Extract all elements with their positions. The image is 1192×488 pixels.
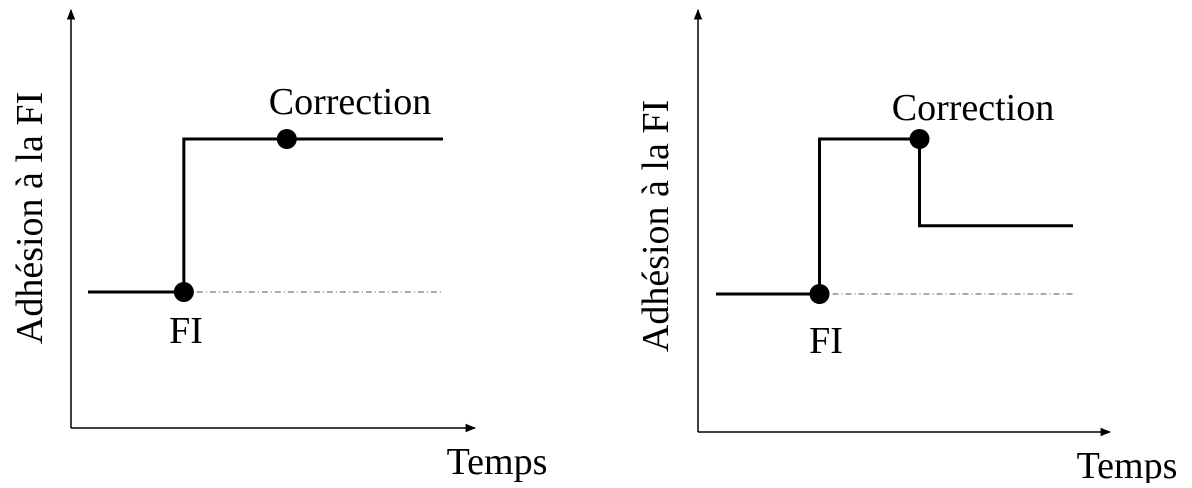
- correction-point: [909, 129, 930, 149]
- fi-point: [173, 282, 194, 302]
- adherence-curve: [716, 137, 1073, 296]
- correction-label: Correction: [892, 87, 1055, 129]
- diagram-right: FI Correction Temps Adhésion à la FI: [635, 8, 1178, 487]
- correction-point: [276, 129, 297, 149]
- fi-label: FI: [169, 310, 203, 352]
- fi-label: FI: [809, 320, 843, 362]
- adherence-curve: [88, 137, 443, 294]
- fi-point: [809, 284, 830, 304]
- y-axis-label: Adhésion à la FI: [635, 100, 677, 352]
- diagram-left: FI Correction Temps Adhésion à la FI: [9, 8, 548, 483]
- x-axis-label: Temps: [1077, 445, 1178, 483]
- y-axis-label: Adhésion à la FI: [9, 92, 51, 344]
- x-axis-label: Temps: [447, 441, 548, 483]
- correction-label: Correction: [269, 81, 432, 123]
